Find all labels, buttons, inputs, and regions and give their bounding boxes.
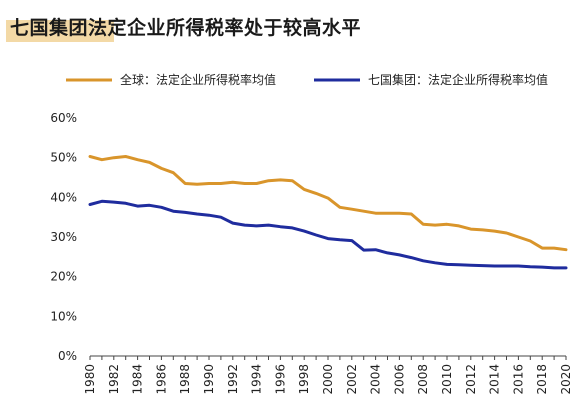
chart-title: 七国集团法定企业所得税率处于较高水平 [10, 17, 362, 39]
y-tick-label: 50% [50, 151, 77, 165]
x-tick-label: 1998 [297, 364, 311, 395]
x-tick-label: 2012 [464, 364, 478, 395]
x-tick-label: 2006 [392, 364, 406, 395]
x-tick-label: 2016 [511, 364, 525, 395]
y-tick-label: 40% [50, 190, 77, 204]
x-tick-label: 1990 [202, 364, 216, 395]
legend-label-global: 全球：法定企业所得税率均值 [120, 72, 276, 87]
x-tick-label: 1982 [107, 364, 121, 395]
x-tick-label: 2020 [559, 364, 573, 395]
x-tick-label: 2018 [535, 364, 549, 395]
x-tick-label: 1996 [273, 364, 287, 395]
x-tick-label: 2004 [369, 364, 383, 395]
x-tick-label: 2000 [321, 364, 335, 395]
series-line-g7 [88, 199, 568, 270]
x-tick-label: 1986 [154, 364, 168, 395]
title-accent-highlight [6, 20, 114, 42]
x-tick-label: 1992 [226, 364, 240, 395]
x-tick-label: 2014 [488, 364, 502, 395]
y-tick-label: 30% [50, 230, 77, 244]
y-tick-label: 0% [58, 349, 77, 363]
series-line-global [88, 155, 568, 252]
y-tick-label: 60% [50, 111, 77, 125]
x-tick-label: 2002 [345, 364, 359, 395]
chart-title-bar: 七国集团法定企业所得税率处于较高水平 [6, 14, 361, 42]
x-tick-label: 2008 [416, 364, 430, 395]
x-tick-label: 1980 [83, 364, 97, 395]
y-tick-label: 10% [50, 309, 77, 323]
y-tick-label: 20% [50, 270, 77, 284]
legend-label-g7: 七国集团：法定企业所得税率均值 [368, 72, 548, 87]
x-tick-label: 1994 [250, 364, 264, 395]
x-tick-label: 2010 [440, 364, 454, 395]
x-tick-label: 1988 [178, 364, 192, 395]
x-tick-label: 1984 [131, 364, 145, 395]
